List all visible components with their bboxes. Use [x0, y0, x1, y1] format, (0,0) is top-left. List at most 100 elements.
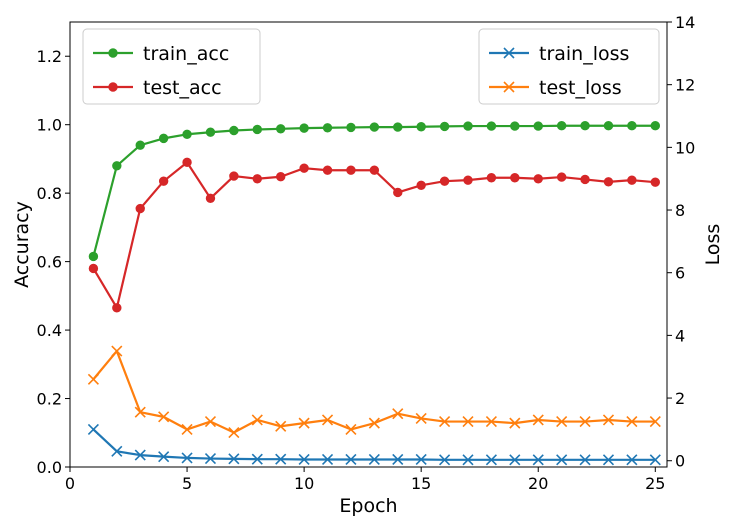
- data-point: [393, 187, 403, 198]
- data-point: [532, 414, 544, 426]
- data-point: [649, 454, 661, 466]
- data-point: [322, 123, 333, 133]
- left-y-tick-label: 0.6: [37, 253, 62, 272]
- data-point: [252, 174, 262, 184]
- series-test-acc: [88, 157, 660, 313]
- data-point: [111, 345, 123, 357]
- data-point: [602, 454, 615, 466]
- data-point: [463, 121, 473, 131]
- data-point: [603, 177, 614, 187]
- data-point: [275, 420, 287, 432]
- data-point: [158, 133, 169, 144]
- data-point: [556, 121, 567, 131]
- data-point: [533, 174, 543, 184]
- legend-marker: [108, 82, 118, 92]
- data-point: [321, 453, 334, 466]
- data-point: [439, 415, 451, 428]
- x-tick-label: 20: [528, 474, 548, 493]
- data-point: [579, 415, 591, 428]
- legend-item: train_loss: [489, 43, 629, 65]
- data-point: [299, 123, 309, 133]
- data-point: [626, 415, 638, 428]
- legend-item: test_loss: [489, 77, 622, 99]
- left-y-tick-label: 0.2: [37, 390, 62, 409]
- legend-loss: train_loss test_loss: [478, 28, 660, 105]
- left-y-tick-label: 0.8: [37, 184, 62, 203]
- legend-label: test_acc: [143, 77, 222, 99]
- data-point: [462, 454, 474, 466]
- data-point: [532, 454, 544, 466]
- data-point: [392, 408, 404, 420]
- data-point: [369, 165, 380, 175]
- data-point: [368, 453, 380, 466]
- left-y-tick-label: 1.0: [37, 116, 62, 135]
- data-point: [485, 454, 497, 466]
- data-point: [415, 412, 427, 424]
- data-point: [158, 451, 170, 463]
- x-axis-title: Epoch: [339, 495, 397, 517]
- data-point: [533, 121, 543, 131]
- data-point: [510, 121, 520, 131]
- data-point: [602, 414, 615, 426]
- data-point: [205, 127, 216, 137]
- x-tick-label: 5: [182, 474, 192, 493]
- data-point: [556, 454, 568, 466]
- data-point: [275, 453, 287, 465]
- data-point: [182, 157, 192, 168]
- right-y-tick-label: 8: [675, 201, 685, 220]
- data-point: [346, 165, 356, 175]
- data-point: [204, 415, 217, 428]
- data-point: [627, 121, 637, 131]
- series-layer: [87, 121, 661, 466]
- legend-label: train_acc: [143, 43, 229, 65]
- x-axis: 0 5 10 15 20 25: [65, 467, 665, 493]
- data-point: [204, 452, 217, 465]
- series-train-acc: [88, 121, 660, 262]
- right-y-tick-label: 10: [675, 138, 695, 157]
- data-point: [650, 121, 660, 131]
- data-point: [88, 263, 99, 274]
- data-point: [627, 175, 637, 185]
- data-point: [135, 203, 145, 214]
- right-y-tick-label: 14: [675, 13, 695, 32]
- data-point: [228, 426, 240, 439]
- legend-item: test_acc: [93, 77, 222, 99]
- left-y-axis: 0.0 0.2 0.4 0.6 0.8 1.0 1.2: [37, 47, 70, 477]
- data-point: [181, 423, 193, 435]
- data-point: [439, 176, 450, 186]
- series-line: [92, 161, 656, 309]
- data-point: [229, 125, 239, 136]
- series-line: [92, 428, 656, 461]
- right-y-tick-label: 6: [675, 264, 685, 283]
- data-point: [87, 373, 99, 385]
- x-tick-label: 15: [411, 474, 431, 493]
- data-point: [111, 445, 123, 457]
- legend-item: train_acc: [93, 43, 229, 65]
- x-tick-label: 25: [645, 474, 665, 493]
- data-point: [181, 452, 193, 464]
- data-point: [626, 454, 638, 466]
- data-point: [580, 174, 590, 185]
- data-point: [463, 175, 473, 185]
- legend-marker: [503, 47, 515, 59]
- data-point: [87, 423, 99, 435]
- data-point: [580, 121, 590, 131]
- right-y-tick-label: 12: [675, 76, 695, 95]
- data-point: [276, 124, 286, 134]
- data-point: [345, 423, 357, 435]
- data-point: [392, 453, 404, 466]
- data-point: [205, 193, 216, 203]
- data-point: [369, 122, 380, 132]
- left-y-tick-label: 0.0: [37, 458, 62, 477]
- series-test-loss: [87, 345, 661, 439]
- legend-marker: [108, 48, 118, 58]
- right-y-tick-label: 4: [675, 326, 685, 345]
- data-point: [486, 173, 497, 183]
- right-y-axis: 0 2 4 6 8 10 12 14: [667, 13, 695, 471]
- x-tick-label: 10: [294, 474, 314, 493]
- data-point: [158, 411, 170, 423]
- data-point: [112, 303, 122, 313]
- data-point: [556, 172, 567, 182]
- left-y-tick-label: 1.2: [37, 47, 62, 66]
